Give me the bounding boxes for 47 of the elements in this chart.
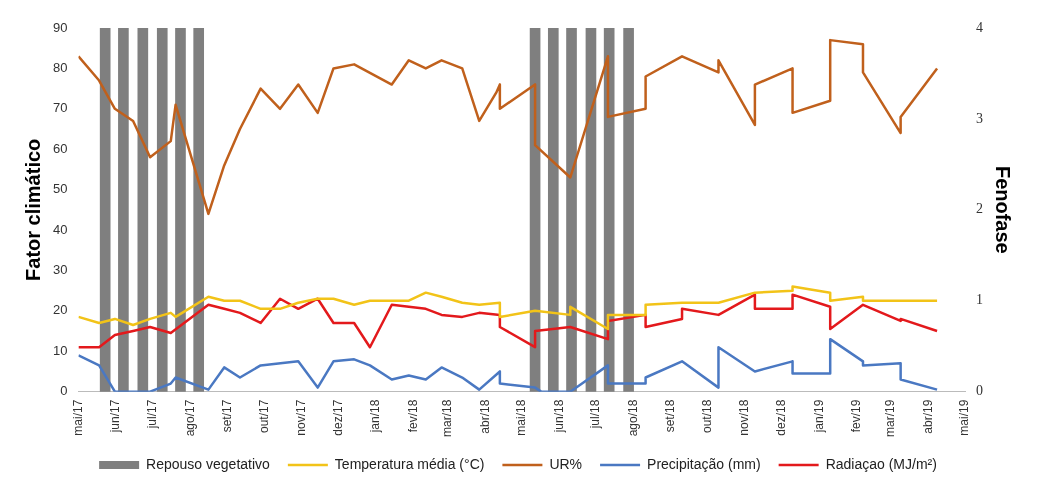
x-tick-label: jan/19: [811, 399, 826, 434]
legend-label: Repouso vegetativo: [146, 455, 271, 472]
y2-tick-label: 2: [976, 201, 983, 217]
x-tick-label: fev/19: [849, 399, 864, 433]
x-tick-label: jun/18: [551, 399, 566, 434]
legend-label: UR%: [549, 455, 583, 472]
legend-label: Radiaçao (MJ/m²): [825, 455, 937, 472]
x-tick-label: fev/18: [405, 399, 420, 433]
x-tick-label: ago/17: [182, 399, 197, 437]
y-tick-label: 20: [52, 302, 68, 318]
legend-label: Precipitação (mm): [647, 455, 761, 472]
x-tick-label: out/18: [699, 399, 714, 434]
x-tick-label: dez/18: [773, 399, 788, 436]
x-tick-label: set/17: [220, 399, 235, 433]
x-tick-label: nov/18: [737, 399, 752, 436]
y2-axis-title: Fenofase: [992, 165, 1015, 254]
x-tick-label: mai/17: [70, 399, 85, 436]
x-tick-label: ago/18: [625, 399, 640, 437]
x-tick-label: nov/17: [294, 399, 309, 436]
y-tick-label: 50: [52, 181, 68, 197]
x-tick-label: set/18: [663, 399, 678, 433]
y-axis-title: Fator climático: [21, 138, 44, 281]
y2-tick-label: 0: [976, 383, 983, 399]
y-tick-label: 90: [52, 19, 68, 35]
x-tick-label: jul/17: [144, 399, 159, 430]
x-tick-label: mai/19: [957, 399, 972, 436]
y-tick-label: 30: [52, 262, 68, 278]
y-tick-label: 40: [52, 221, 68, 237]
x-tick-label: jul/18: [588, 399, 603, 430]
y2-tick-label: 3: [976, 110, 983, 126]
y-tick-label: 70: [52, 100, 68, 116]
x-tick-label: out/17: [256, 399, 271, 434]
legend-label: Temperatura média (°C): [334, 455, 485, 472]
y2-tick-label: 1: [976, 292, 983, 308]
x-tick-label: mar/19: [883, 399, 898, 438]
x-tick-label: mar/18: [439, 399, 454, 438]
y-tick-label: 0: [60, 383, 68, 399]
x-tick-label: abr/18: [477, 399, 492, 434]
x-tick-label: dez/17: [330, 399, 345, 436]
x-tick-label: mai/18: [514, 399, 529, 436]
y-tick-label: 10: [52, 342, 68, 358]
x-tick-label: jun/17: [108, 399, 123, 434]
x-tick-label: abr/19: [920, 399, 935, 434]
y-tick-label: 80: [52, 59, 68, 75]
x-tick-label: jan/18: [368, 399, 383, 434]
y2-tick-label: 4: [976, 19, 983, 35]
y-tick-label: 60: [52, 140, 68, 156]
